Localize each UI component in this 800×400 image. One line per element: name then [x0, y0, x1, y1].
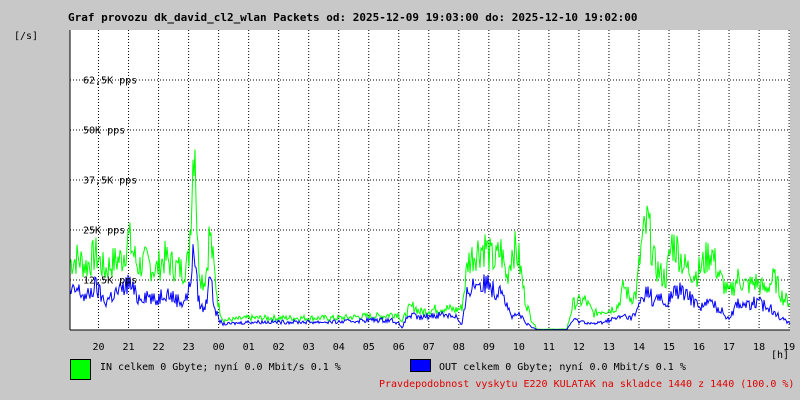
tick-labels: 12,5K pps 25K pps 37,5K pps 50K pps 62,5K pp… [83, 76, 795, 354]
legend-in-swatch [70, 359, 91, 380]
x-tick-label: 18 [753, 342, 765, 353]
series-out-line [69, 244, 791, 331]
x-tick-label: 07 [423, 342, 435, 353]
x-tick-label: 19 [783, 342, 795, 353]
y-axis-unit: [/s] [14, 31, 39, 42]
x-tick-label: 22 [153, 342, 165, 353]
x-tick-label: 05 [363, 342, 375, 353]
legend-in-text: IN celkem 0 Gbyte; nyní 0.0 Mbit/s 0.1 % [100, 362, 341, 373]
y-tick-label: 50K pps [83, 126, 125, 137]
x-tick-label: 00 [213, 342, 225, 353]
probability-text: Pravdepodobnost vyskytu E220 KULATAK na … [379, 379, 795, 390]
x-tick-label: 09 [483, 342, 495, 353]
series-in-line [69, 149, 791, 330]
y-tick-label: 37,5K pps [83, 176, 137, 187]
series-layer [69, 149, 791, 331]
x-tick-label: 23 [183, 342, 195, 353]
x-tick-label: 01 [243, 342, 255, 353]
x-tick-label: 11 [543, 342, 555, 353]
x-tick-label: 13 [603, 342, 615, 353]
legend-out-text: OUT celkem 0 Gbyte; nyní 0.0 Mbit/s 0.1 … [439, 362, 686, 373]
x-tick-label: 17 [723, 342, 735, 353]
x-tick-label: 02 [273, 342, 285, 353]
legend-out-swatch [410, 359, 431, 372]
x-tick-label: 14 [633, 342, 645, 353]
x-tick-label: 10 [513, 342, 525, 353]
x-tick-label: 12 [573, 342, 585, 353]
x-tick-label: 08 [453, 342, 465, 353]
chart-title: Graf provozu dk_david_cl2_wlan Packets o… [68, 11, 638, 24]
x-tick-label: 16 [693, 342, 705, 353]
x-tick-label: 04 [333, 342, 345, 353]
x-tick-label: 15 [663, 342, 675, 353]
y-tick-label: 62,5K pps [83, 76, 137, 87]
x-axis-unit: [h] [771, 350, 790, 361]
x-tick-label: 06 [393, 342, 405, 353]
x-tick-label: 20 [93, 342, 105, 353]
x-tick-label: 03 [303, 342, 315, 353]
y-tick-label: 25K pps [83, 226, 125, 237]
y-tick-label: 12,5K pps [83, 276, 137, 287]
x-tick-label: 21 [123, 342, 135, 353]
